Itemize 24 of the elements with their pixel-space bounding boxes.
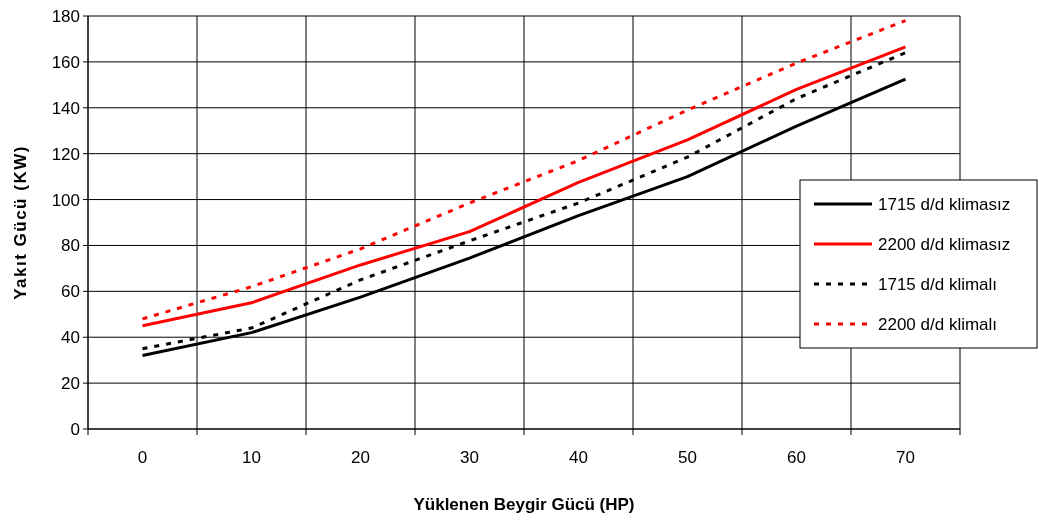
y-tick-label: 80	[61, 236, 80, 256]
x-tick-label: 0	[137, 448, 148, 467]
x-tick-label: 50	[678, 448, 697, 467]
legend-label: 1715 d/d klimalı	[878, 274, 998, 294]
y-tick-label: 60	[61, 282, 80, 302]
x-axis-title: Yüklenen Beygir Gücü (HP)	[413, 495, 635, 514]
legend-label: 1715 d/d klimasız	[878, 194, 1011, 214]
x-tick-label: 20	[351, 448, 370, 467]
y-tick-label: 120	[51, 144, 80, 164]
y-tick-label: 140	[51, 98, 80, 118]
y-tick-label: 160	[51, 52, 80, 72]
y-tick-label: 40	[61, 328, 80, 348]
x-tick-label: 30	[460, 448, 479, 467]
y-tick-label: 180	[51, 6, 80, 26]
x-tick-label: 60	[787, 448, 806, 467]
x-tick-label: 40	[569, 448, 588, 467]
legend-label: 2200 d/d klimalı	[878, 314, 998, 334]
x-tick-label: 10	[242, 448, 261, 467]
legend-label: 2200 d/d klimasız	[878, 234, 1011, 254]
y-tick-label: 100	[51, 190, 80, 210]
y-tick-label: 20	[61, 374, 80, 394]
y-axis-title: Yakıt Gücü (KW)	[11, 145, 30, 300]
x-tick-label: 70	[896, 448, 915, 467]
y-tick-label: 0	[70, 419, 80, 439]
